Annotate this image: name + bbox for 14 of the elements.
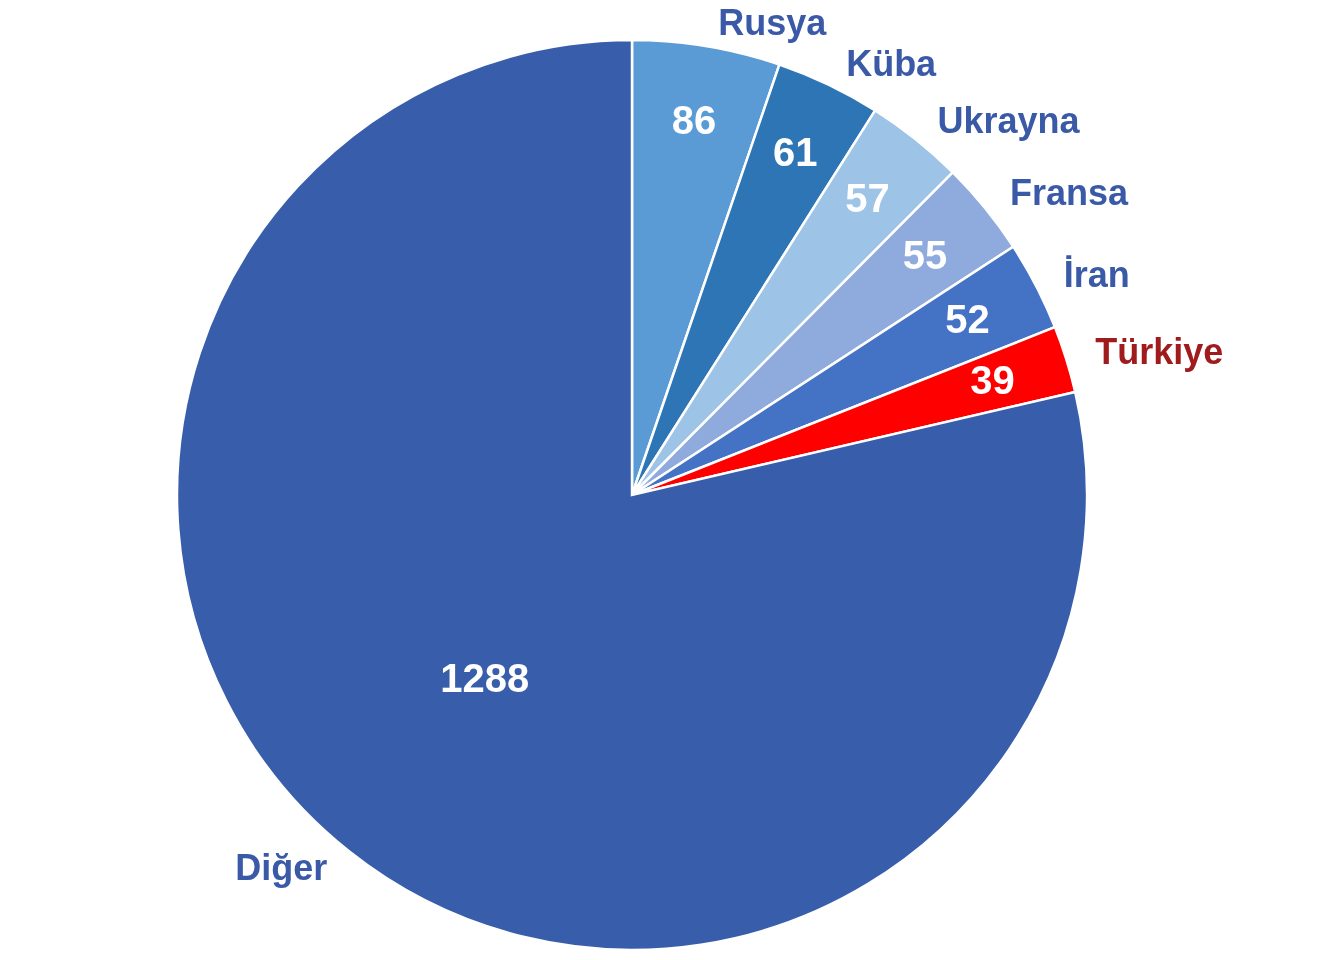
slice-label: Fransa <box>1010 172 1130 214</box>
data-label: 1288 <box>440 656 530 701</box>
slice-label: İran <box>1063 253 1130 295</box>
data-label: 55 <box>902 232 948 277</box>
slice-label: Diğer <box>235 846 328 888</box>
data-label: 39 <box>970 358 1015 403</box>
slice-label: Rusya <box>718 2 828 44</box>
slice-label: Türkiye <box>1095 330 1224 372</box>
data-label: 57 <box>845 175 890 220</box>
data-label: 86 <box>671 98 717 143</box>
slice-label: Ukrayna <box>937 100 1081 142</box>
slice-label: Küba <box>846 42 938 84</box>
data-label: 61 <box>772 130 818 175</box>
data-label: 52 <box>945 297 990 342</box>
